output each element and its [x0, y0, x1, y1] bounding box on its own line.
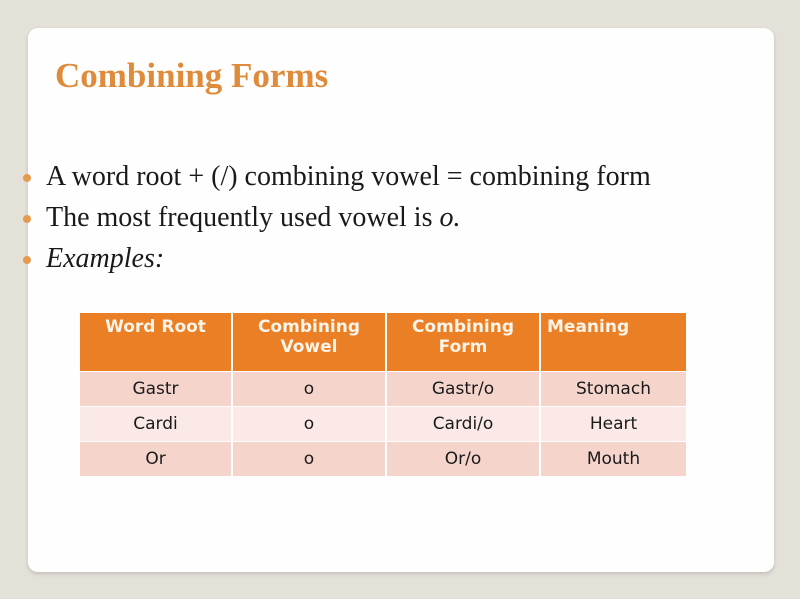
bullet-emphasis: o. — [439, 202, 461, 233]
cell-word-root: Gastr — [80, 371, 232, 407]
cell-meaning: Heart — [539, 406, 686, 442]
slide: Combining Forms A word root + (/) combin… — [23, 28, 774, 572]
bullet-dot-icon — [23, 174, 31, 182]
examples-table: Word Root Combining Vowel Combining Form… — [80, 313, 686, 476]
table-row: Cardi o Cardi/o Heart — [80, 406, 686, 442]
bullet-item: The most frequently used vowel is o. — [23, 202, 651, 243]
header-combining-vowel: Combining Vowel — [231, 313, 386, 372]
cell-combining-vowel: o — [231, 406, 386, 442]
bullet-item: Examples: — [23, 243, 651, 284]
bullet-text: Examples: — [46, 243, 165, 274]
table-row: Or o Or/o Mouth — [80, 441, 686, 476]
bullet-dot-icon — [23, 215, 31, 223]
table-row: Gastr o Gastr/o Stomach — [80, 371, 686, 407]
bullet-dot-icon — [23, 256, 31, 264]
table-header-row: Word Root Combining Vowel Combining Form… — [80, 313, 686, 372]
cell-word-root: Or — [80, 441, 232, 476]
header-word-root: Word Root — [80, 313, 232, 372]
cell-meaning: Stomach — [539, 371, 686, 407]
header-combining-form: Combining Form — [385, 313, 540, 372]
cell-combining-vowel: o — [231, 441, 386, 476]
bullet-text: The most frequently used vowel is — [46, 202, 440, 233]
slide-title: Combining Forms — [55, 56, 329, 95]
cell-combining-form: Or/o — [385, 441, 540, 476]
cell-combining-vowel: o — [231, 371, 386, 407]
cell-combining-form: Cardi/o — [385, 406, 540, 442]
cell-combining-form: Gastr/o — [385, 371, 540, 407]
bullet-list: A word root + (/) combining vowel = comb… — [23, 161, 651, 284]
cell-word-root: Cardi — [80, 406, 232, 442]
cell-meaning: Mouth — [539, 441, 686, 476]
bullet-text: A word root + (/) combining vowel = comb… — [46, 161, 651, 192]
bullet-item: A word root + (/) combining vowel = comb… — [23, 161, 651, 202]
header-meaning: Meaning — [539, 313, 686, 372]
